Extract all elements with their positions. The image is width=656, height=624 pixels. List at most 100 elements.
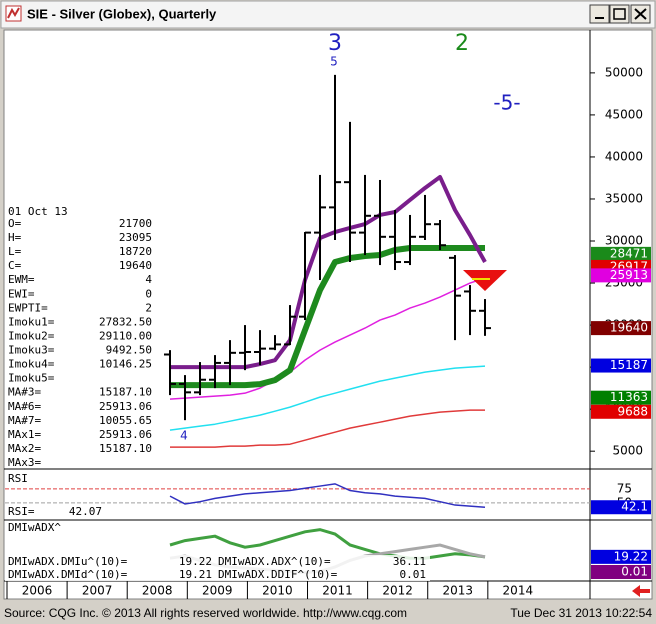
x-tick-label: 2008 — [142, 584, 173, 598]
maximize-glyph — [613, 8, 626, 20]
x-tick-label: 2011 — [322, 584, 353, 598]
x-tick-label: 2010 — [262, 584, 293, 598]
price-box — [591, 321, 651, 336]
x-tick-label: 2013 — [442, 584, 473, 598]
info-value: 25913.06 — [99, 400, 152, 413]
info-value: 15187.10 — [99, 386, 152, 399]
info-value: 10055.65 — [99, 414, 152, 427]
dmi-readout-label: DMIwADX.ADX^(10)= — [218, 555, 331, 568]
info-label: MAx3= — [8, 456, 41, 469]
close-glyph — [634, 8, 647, 20]
rsi-box-label: 42.1 — [621, 500, 648, 514]
info-label: MA#7= — [8, 414, 41, 427]
info-value: 29110.00 — [99, 329, 152, 342]
info-label: EWM= — [8, 273, 35, 286]
info-label: Imoku2= — [8, 329, 55, 342]
x-tick-label: 2007 — [82, 584, 113, 598]
price-box — [591, 246, 651, 261]
chart-area — [3, 29, 653, 600]
price-box-label: 19640 — [610, 321, 648, 335]
info-label: H= — [8, 231, 22, 244]
info-label: MA#6= — [8, 400, 41, 413]
info-value: 2 — [145, 301, 152, 314]
window-title: SIE - Silver (Globex), Quarterly — [27, 6, 217, 21]
title-bar — [0, 0, 656, 29]
status-time: Tue Dec 31 2013 10:22:54 — [510, 606, 652, 620]
rsi-label: RSI — [8, 472, 28, 485]
info-value: 21700 — [119, 217, 152, 230]
y-tick-label: 45000 — [605, 107, 643, 121]
wave-annotation: 5 — [330, 55, 338, 69]
x-tick-label: 2009 — [202, 584, 233, 598]
maximize-button[interactable] — [609, 4, 630, 24]
info-label: Imoku4= — [8, 358, 55, 371]
price-box — [591, 390, 651, 405]
info-label: EWI= — [8, 287, 35, 300]
indicator-line — [170, 244, 485, 389]
indicator-line — [170, 174, 487, 370]
info-label: MA#3= — [8, 386, 41, 399]
x-tick-label: 2014 — [503, 584, 534, 598]
info-label: L= — [8, 245, 22, 258]
dmi-label: DMIwADX^ — [8, 521, 61, 534]
info-value: 18720 — [119, 245, 152, 258]
info-label: MAx1= — [8, 428, 41, 441]
price-box-label: 28471 — [610, 246, 648, 260]
rsi-line — [169, 483, 486, 508]
dmi-readout-value: 19.21 — [179, 568, 212, 581]
rsi-readout-label: RSI= — [8, 505, 35, 518]
price-box-label: 11363 — [610, 390, 648, 404]
dmi-readout-value: 19.22 — [179, 555, 212, 568]
info-value: 15187.10 — [99, 442, 152, 455]
dmi-readout-label: DMIwADX.DMId^(10)= — [8, 568, 128, 581]
info-value: 23095 — [119, 231, 152, 244]
dmi-box — [591, 565, 651, 579]
app-icon-glyph — [7, 7, 20, 19]
price-box — [591, 404, 651, 419]
rsi-tick-label: 75 — [617, 481, 632, 495]
info-value: 19640 — [119, 259, 152, 272]
status-source: Source: CQG Inc. © 2013 All rights reser… — [4, 606, 407, 620]
info-value: 25913.06 — [99, 428, 152, 441]
y-tick-label: 35000 — [605, 191, 643, 205]
info-label: Imoku5= — [8, 372, 55, 385]
info-label: O= — [8, 217, 22, 230]
info-label: MAx2= — [8, 442, 41, 455]
rsi-readout-value: 42.07 — [69, 505, 102, 518]
rsi-readout-bg — [5, 505, 105, 518]
price-box-label: 15187 — [610, 358, 648, 372]
status-bar — [0, 601, 656, 624]
wave-annotation: 2 — [455, 31, 469, 56]
info-label: EWPTI= — [8, 301, 48, 314]
wave-annotation: -5- — [493, 91, 520, 115]
dmi-readout-label: DMIwADX.DMIu^(10)= — [8, 555, 128, 568]
dmi-readout-label: DMIwADX.DDIF^(10)= — [218, 568, 338, 581]
signal-triangle — [463, 270, 507, 291]
price-box-label: 25913 — [610, 268, 648, 282]
info-label: Imoku3= — [8, 344, 55, 357]
info-value: 0 — [145, 287, 152, 300]
wave-annotation: 3 — [328, 31, 342, 56]
dmi-line — [169, 528, 486, 560]
price-box — [591, 358, 651, 373]
wave-annotation: 4 — [180, 429, 188, 443]
y-tick-label: 40000 — [605, 149, 643, 163]
price-box — [591, 268, 651, 283]
dmi-readout-bg — [5, 555, 430, 581]
price-box-label: 9688 — [617, 404, 648, 418]
dmi-box-label: 19.22 — [614, 549, 648, 563]
dmi-readout-value: 36.11 — [393, 555, 426, 568]
info-date: 01 Oct 13 — [8, 205, 68, 218]
info-label: C= — [8, 259, 22, 272]
info-value: 27832.50 — [99, 315, 152, 328]
scroll-arrow[interactable] — [632, 585, 650, 597]
info-value: 9492.50 — [106, 344, 152, 357]
x-tick-label: 2012 — [382, 584, 413, 598]
minimize-button[interactable] — [589, 4, 610, 24]
rsi-box — [591, 500, 651, 515]
dmi-box-label: 0.01 — [621, 565, 648, 579]
info-value: 10146.25 — [99, 358, 152, 371]
indicator-line — [170, 409, 485, 448]
